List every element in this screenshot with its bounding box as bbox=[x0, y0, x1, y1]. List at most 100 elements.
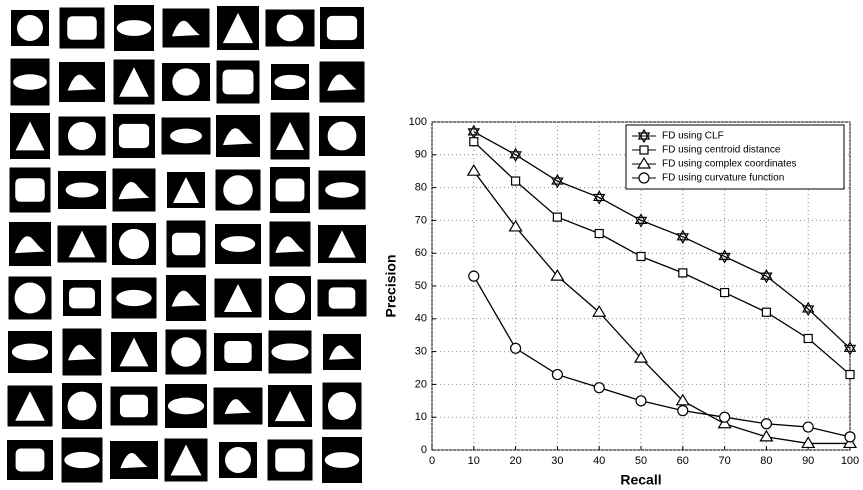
thumbnail bbox=[216, 115, 260, 157]
thumbnail bbox=[11, 59, 50, 106]
silhouette bbox=[119, 124, 149, 148]
marker bbox=[636, 396, 646, 406]
page: Recall Precision 01020304050607080901000… bbox=[0, 0, 863, 490]
marker bbox=[470, 138, 478, 146]
thumbnail bbox=[318, 225, 366, 263]
shape-thumbnails bbox=[7, 5, 367, 483]
x-axis-label: Recall bbox=[620, 472, 661, 488]
y-tick-label: 0 bbox=[421, 444, 427, 456]
marker bbox=[762, 308, 770, 316]
thumbnail bbox=[320, 62, 365, 103]
thumbnail bbox=[271, 64, 309, 100]
silhouette bbox=[277, 15, 304, 42]
thumbnail bbox=[58, 171, 106, 209]
thumbnail bbox=[215, 224, 261, 264]
y-tick-label: 100 bbox=[409, 116, 427, 128]
thumbnail bbox=[323, 383, 362, 430]
thumbnail bbox=[214, 333, 262, 371]
thumbnail bbox=[167, 172, 205, 208]
silhouette bbox=[171, 337, 201, 367]
marker bbox=[761, 419, 771, 429]
silhouette bbox=[16, 448, 45, 471]
thumbnail bbox=[165, 439, 208, 482]
legend-label: FD using curvature function bbox=[662, 173, 784, 184]
thumbnail bbox=[323, 334, 361, 370]
legend: FD using CLFFD using centroid distanceFD… bbox=[626, 125, 844, 189]
thumbnail bbox=[59, 62, 105, 102]
silhouette bbox=[12, 344, 48, 361]
thumbnail bbox=[163, 9, 210, 48]
thumbnail bbox=[111, 332, 157, 372]
thumbnail bbox=[319, 116, 365, 156]
y-tick-label: 80 bbox=[415, 182, 427, 194]
x-tick-label: 70 bbox=[718, 455, 730, 467]
silhouette bbox=[329, 287, 356, 308]
thumbnail bbox=[216, 170, 261, 211]
y-tick-label: 60 bbox=[415, 247, 427, 259]
silhouette bbox=[172, 233, 200, 255]
silhouette bbox=[13, 74, 47, 89]
thumbnail bbox=[63, 329, 102, 376]
silhouette bbox=[170, 129, 202, 144]
thumbnail bbox=[167, 221, 206, 268]
thumbnail bbox=[268, 440, 313, 481]
thumbnail bbox=[162, 118, 211, 155]
thumbnail bbox=[63, 280, 101, 316]
marker bbox=[846, 371, 854, 379]
thumbnail bbox=[268, 385, 312, 427]
y-tick-label: 50 bbox=[415, 280, 427, 292]
thumbnail bbox=[217, 61, 260, 104]
thumbnail bbox=[162, 63, 210, 101]
y-tick-label: 20 bbox=[415, 378, 427, 390]
silhouette bbox=[172, 68, 199, 95]
silhouette bbox=[275, 448, 305, 472]
x-tick-label: 90 bbox=[802, 455, 814, 467]
silhouette bbox=[120, 395, 148, 417]
thumbnail bbox=[11, 10, 49, 46]
silhouette bbox=[15, 283, 46, 314]
marker bbox=[552, 370, 562, 380]
thumbnail bbox=[10, 168, 51, 213]
y-tick-label: 30 bbox=[415, 346, 427, 358]
thumbnail bbox=[271, 113, 310, 160]
silhouette bbox=[64, 452, 99, 468]
x-tick-label: 30 bbox=[551, 455, 563, 467]
silhouette bbox=[327, 16, 357, 40]
marker bbox=[804, 334, 812, 342]
thumbnail bbox=[9, 222, 51, 266]
silhouette bbox=[274, 75, 305, 89]
silhouette bbox=[225, 447, 251, 473]
thumbnail bbox=[111, 387, 158, 426]
thumbnail bbox=[270, 167, 310, 213]
silhouette bbox=[271, 343, 308, 360]
thumbnail bbox=[322, 437, 362, 483]
thumbnail bbox=[166, 275, 206, 321]
silhouette bbox=[328, 392, 356, 420]
silhouette bbox=[17, 15, 43, 41]
marker bbox=[469, 271, 479, 281]
marker bbox=[720, 412, 730, 422]
silhouette bbox=[117, 20, 152, 36]
silhouette bbox=[119, 229, 149, 259]
thumbnail bbox=[319, 171, 366, 210]
marker bbox=[512, 177, 520, 185]
thumbnail bbox=[214, 388, 263, 425]
thumbnail bbox=[266, 10, 315, 47]
thumbnail bbox=[166, 330, 207, 375]
silhouette bbox=[68, 392, 97, 421]
thumbnail bbox=[114, 60, 155, 105]
thumbnail bbox=[270, 222, 311, 267]
marker bbox=[637, 252, 645, 260]
thumbnail bbox=[114, 5, 154, 51]
thumbnail bbox=[58, 226, 107, 263]
thumbnail bbox=[8, 331, 52, 373]
thumbnail bbox=[112, 223, 156, 265]
marker bbox=[640, 146, 648, 154]
thumbnail bbox=[113, 114, 155, 158]
x-tick-label: 60 bbox=[677, 455, 689, 467]
thumbnail bbox=[62, 383, 102, 429]
silhouette bbox=[276, 178, 305, 201]
thumbnail bbox=[59, 117, 106, 156]
marker bbox=[721, 289, 729, 297]
